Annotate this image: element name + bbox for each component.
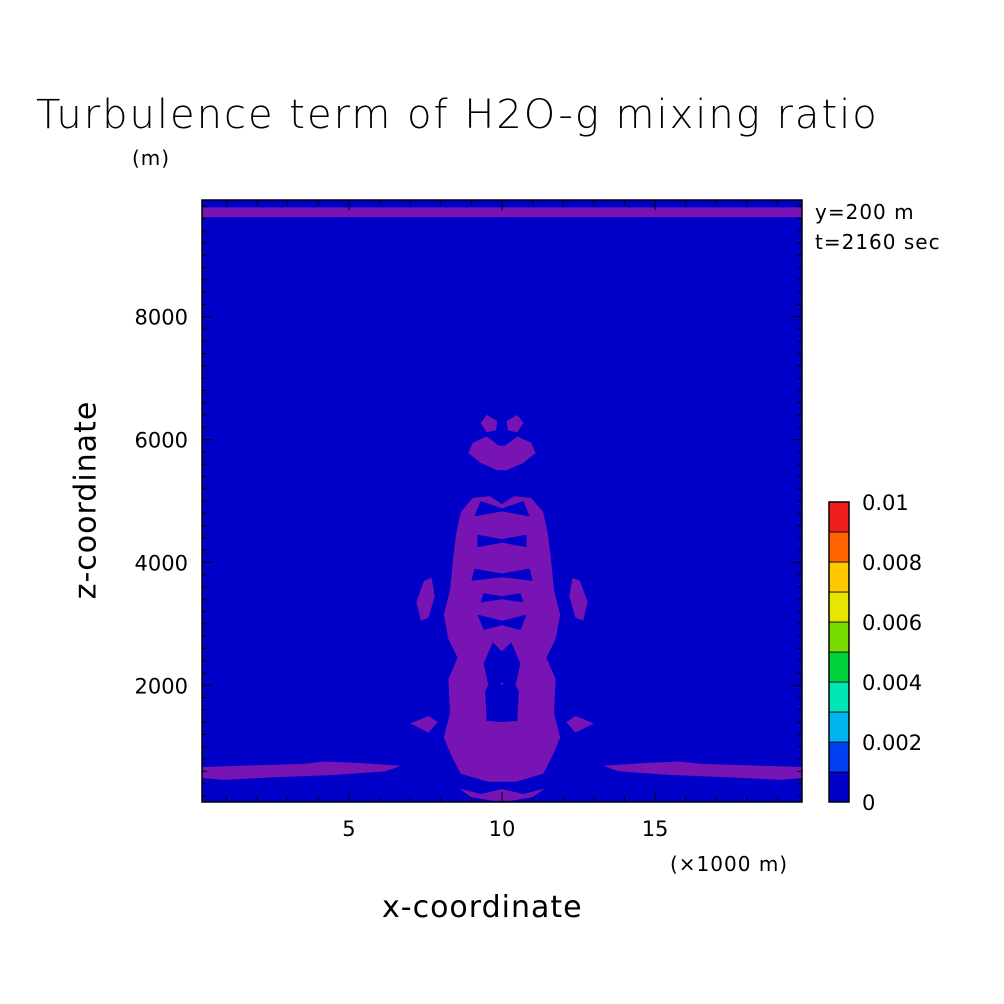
contour-region-0-1: [202, 761, 401, 780]
annotation-time: t=2160 sec: [815, 230, 941, 254]
y-tick-label-1: 4000: [135, 551, 188, 575]
x-tick-label-0: 5: [342, 817, 355, 841]
colorbar-swatch-9: [828, 501, 850, 533]
colorbar-frame: [828, 501, 850, 803]
x-axis-unit: (×1000 m): [670, 852, 789, 876]
colorbar-swatch-6: [828, 591, 850, 623]
contour-region-0-9: [410, 716, 438, 733]
x-tick-label-1: 10: [489, 817, 516, 841]
colorbar-swatch-0: [828, 771, 850, 803]
colorbar-swatch-2: [828, 711, 850, 743]
contour-region-0-0: [202, 207, 802, 218]
colorbar-swatch-1: [828, 741, 850, 773]
y-tick-label-2: 6000: [135, 429, 188, 453]
colorbar-swatch-5: [828, 621, 850, 653]
colorbar-label-5: 0.01: [862, 491, 909, 515]
contour-region-0-8: [569, 577, 588, 621]
contour-region-0-7: [416, 577, 435, 621]
contour-region-0-3: [468, 436, 536, 471]
contour-region-0-4: [480, 415, 498, 433]
x-axis-label: x-coordinate: [382, 890, 583, 925]
contour-region-1-6: [480, 593, 524, 603]
contour-region-1-3: [471, 568, 533, 581]
colorbar-swatch-3: [828, 681, 850, 713]
contour-region-0-10: [566, 716, 594, 733]
contour-region-0-6: [443, 496, 561, 782]
contour-region-1-4: [474, 501, 530, 517]
contour-region-1-2: [477, 534, 527, 548]
units-label: (m): [132, 146, 171, 170]
contour-region-0-2: [603, 761, 802, 780]
colorbar-swatch-4: [828, 651, 850, 683]
colorbar-label-4: 0.008: [862, 551, 922, 575]
contour-region-1-1: [485, 673, 519, 723]
y-tick-label-0: 2000: [135, 674, 188, 698]
colorbar-label-3: 0.006: [862, 611, 922, 635]
y-tick-label-3: 8000: [135, 306, 188, 330]
contour-region-1-5: [477, 614, 527, 630]
colorbar-label-2: 0.004: [862, 671, 922, 695]
colorbar-label-0: 0: [862, 791, 875, 815]
chart-title: Turbulence term of H2O-g mixing ratio: [36, 92, 879, 138]
colorbar-swatch-8: [828, 531, 850, 563]
annotation-y: y=200 m: [815, 200, 915, 224]
contour-region-0-5: [506, 415, 524, 433]
colorbar-swatch-7: [828, 561, 850, 593]
x-tick-label-2: 15: [642, 817, 669, 841]
colorbar-label-1: 0.002: [862, 731, 922, 755]
